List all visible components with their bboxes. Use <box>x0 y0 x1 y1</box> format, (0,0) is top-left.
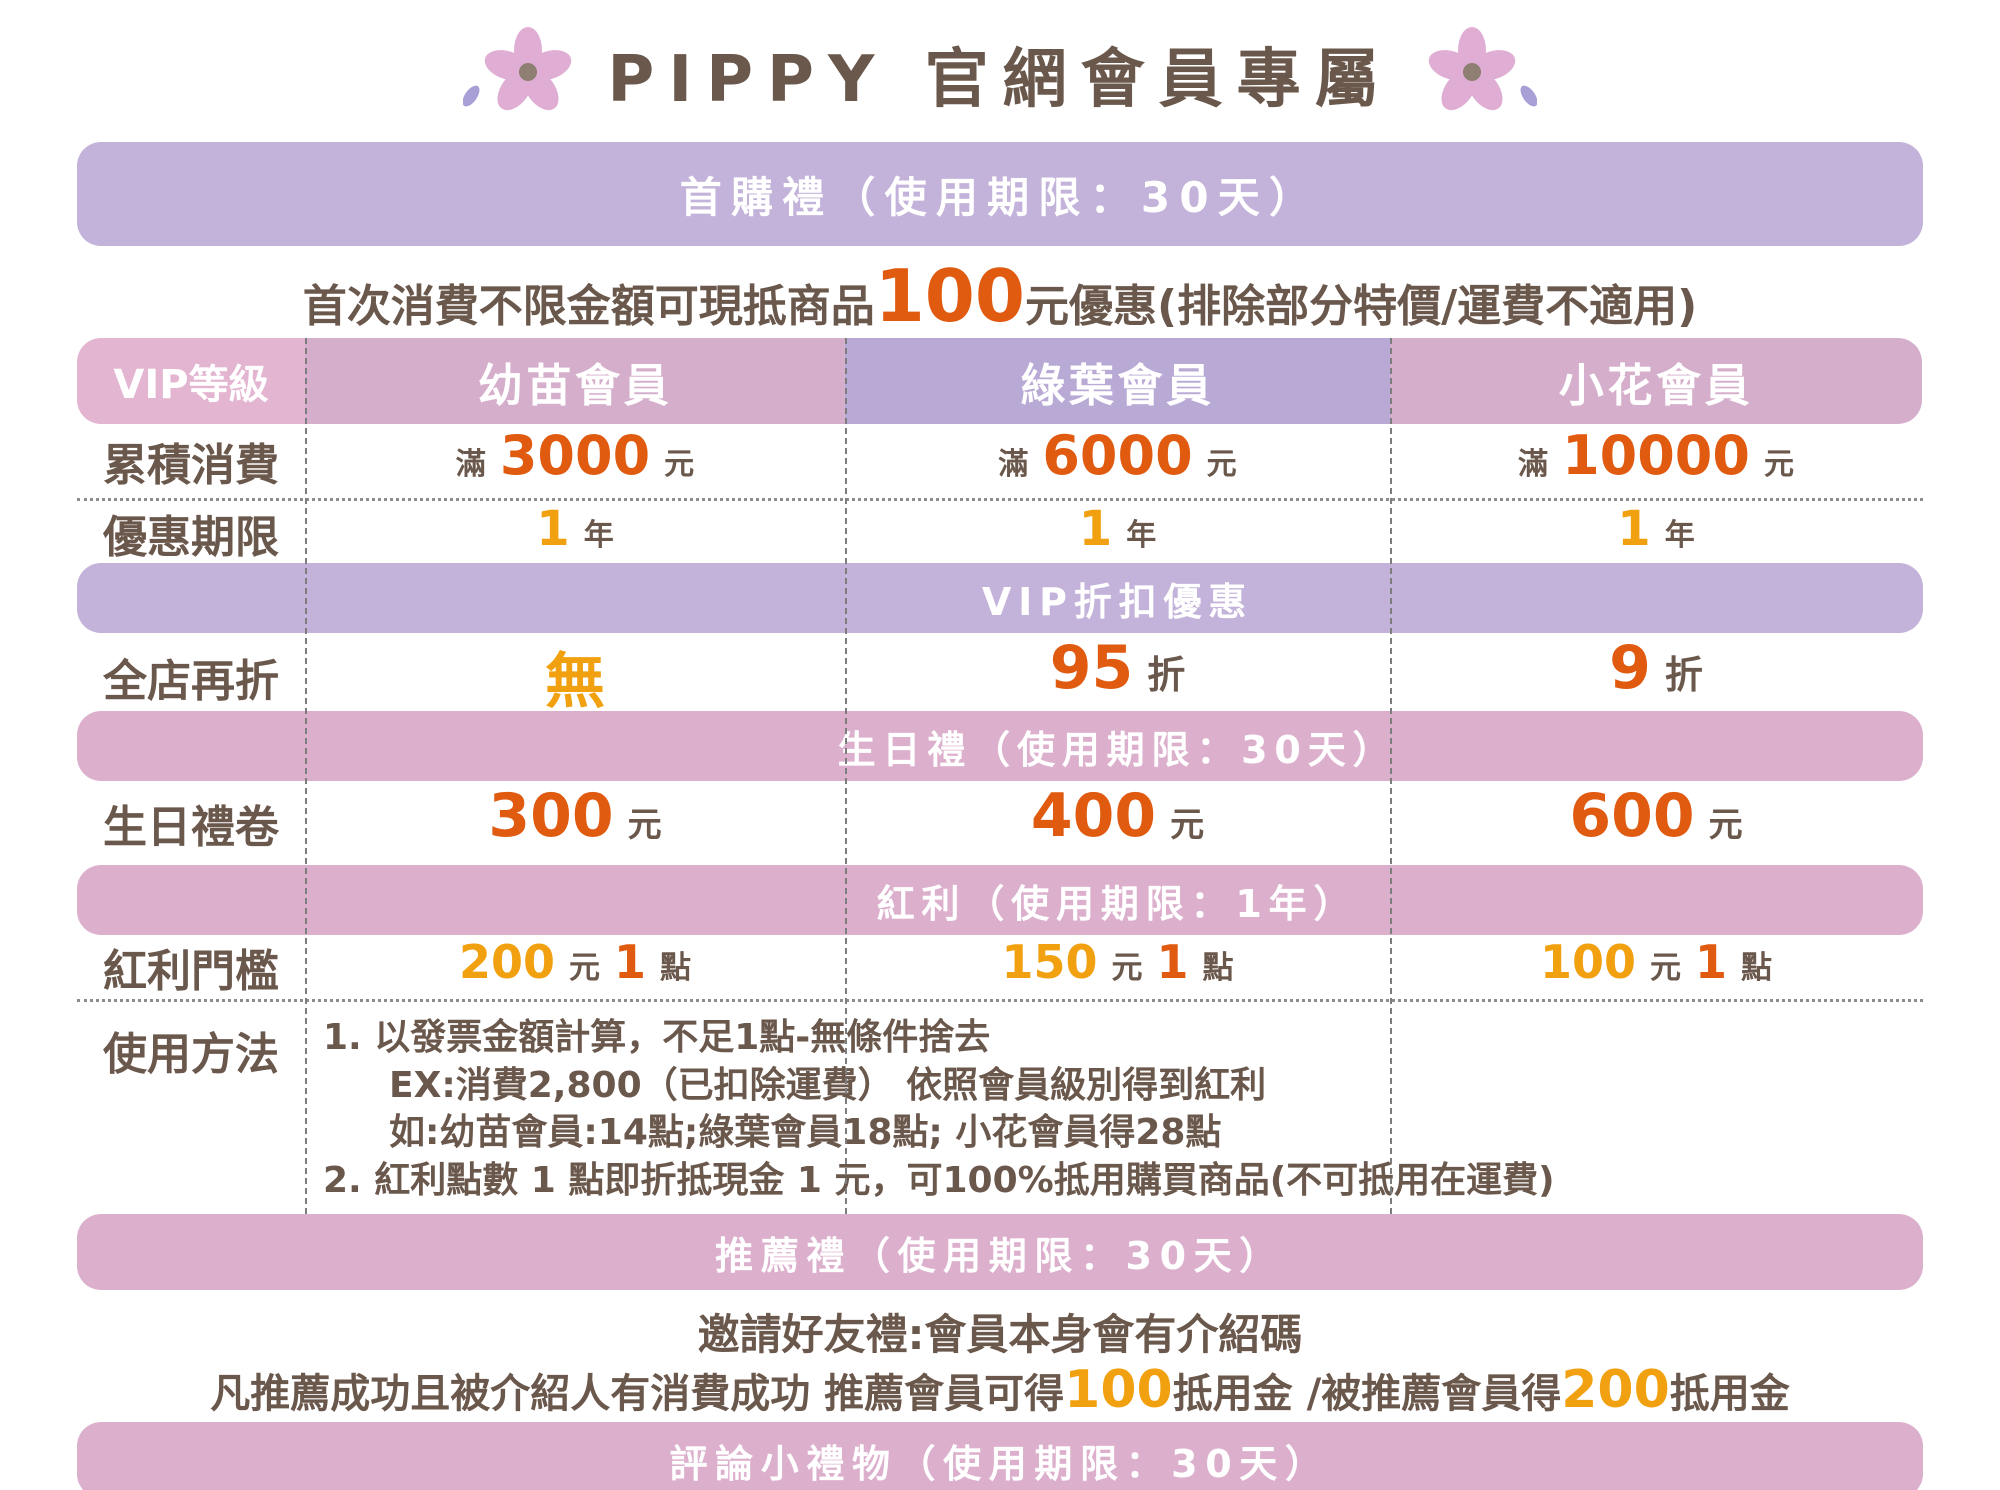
period-cell-greenleaf: 1 年 <box>1078 501 1157 557</box>
table-header-row: VIP等級 幼苗會員 綠葉會員 小花會員 <box>77 338 1923 424</box>
flower-icon-left <box>463 27 572 111</box>
row-label: 使用方法 <box>103 1029 279 1080</box>
row-cumulative-spend: 累積消費 滿 3000 元 滿 6000 元 滿 10000 元 <box>77 424 1923 498</box>
cumulative-cell-greenleaf: 滿 6000 元 <box>998 424 1237 487</box>
row-divider <box>77 498 1923 501</box>
banner-review: 評論小禮物（使用期限：30天） <box>77 1422 1923 1490</box>
row-label: 全店再折 <box>103 655 279 707</box>
banner-first-purchase: 首購禮（使用期限：30天） <box>77 142 1923 246</box>
referral-reward-line: 凡推薦成功且被介紹人有消費成功 推薦會員可得 100 抵用金 /被推薦會員得 2… <box>77 1360 1923 1422</box>
referral-reward-suf: 抵用金 <box>1669 1371 1790 1418</box>
bonus-cell-smallflower: 100 元 1 點 <box>1539 935 1773 989</box>
banner-birthday-label: 生日禮（使用期限：30天） <box>837 727 1398 772</box>
poster-title-row: PIPPY 官網會員專屬 <box>77 24 1923 124</box>
first-purchase-suf: 元優惠(排除部分特價/運費不適用) <box>1025 281 1698 332</box>
referral-reward-amount-1: 100 <box>1064 1360 1173 1421</box>
birthday-cell-seedling: 300 元 <box>488 781 662 851</box>
column-divider <box>305 338 307 1215</box>
row-label: 累積消費 <box>103 440 279 491</box>
header-vip-level: VIP等級 <box>77 338 305 424</box>
cumulative-cell-seedling: 滿 3000 元 <box>455 424 695 487</box>
first-purchase-description: 首次消費不限金額可現抵商品 100 元優惠(排除部分特價/運費不適用) <box>77 246 1923 338</box>
first-purchase-amount: 100 <box>874 254 1025 338</box>
usage-line-4: 2. 紅利點數 1 點即折抵現金 1 元，可100%抵用購買商品(不可抵用在運費… <box>323 1159 1555 1201</box>
banner-referral: 推薦禮（使用期限：30天） <box>77 1214 1923 1291</box>
banner-referral-label: 推薦禮（使用期限：30天） <box>715 1233 1285 1278</box>
row-usage-method: 使用方法 1. 以發票金額計算，不足1點-無條件捨去 EX:消費2,800（已扣… <box>77 1002 1923 1215</box>
banner-bonus: 紅利（使用期限：1年） <box>77 865 1923 935</box>
birthday-cell-smallflower: 600 元 <box>1569 781 1743 851</box>
period-cell-smallflower: 1 年 <box>1617 501 1695 557</box>
referral-reward-pre: 凡推薦成功且被介紹人有消費成功 推薦會員可得 <box>210 1371 1065 1418</box>
referral-invite-line: 邀請好友禮:會員本身會有介紹碼 <box>697 1309 1303 1359</box>
usage-line-1: 1. 以發票金額計算，不足1點-無條件捨去 <box>323 1017 991 1058</box>
banner-first-purchase-label: 首購禮（使用期限：30天） <box>679 172 1321 222</box>
row-label: 優惠期限 <box>103 512 279 563</box>
column-divider <box>1390 338 1392 1215</box>
row-bonus-threshold: 紅利門檻 200 元 1 點 150 元 1 點 100 元 1 點 <box>77 935 1923 999</box>
row-label: 生日禮卷 <box>103 802 279 853</box>
banner-review-label: 評論小禮物（使用期限：30天） <box>669 1441 1331 1486</box>
discount-cell-greenleaf: 95 折 <box>1049 633 1186 703</box>
banner-vip-discount: VIP折扣優惠 <box>77 563 1923 633</box>
column-divider <box>845 338 847 1215</box>
usage-line-2: EX:消費2,800（已扣除運費） 依照會員級別得到紅利 <box>389 1064 1267 1106</box>
bonus-cell-seedling: 200 元 1 點 <box>458 935 692 989</box>
usage-instructions: 1. 以發票金額計算，不足1點-無條件捨去 EX:消費2,800（已扣除運費） … <box>305 1002 1922 1204</box>
row-discount-period: 優惠期限 1 年 1 年 1 年 <box>77 501 1923 563</box>
banner-vip-discount-label: VIP折扣優惠 <box>981 579 1254 624</box>
poster-title: PIPPY 官網會員專屬 <box>607 43 1393 117</box>
period-cell-seedling: 1 年 <box>536 501 614 557</box>
row-divider <box>77 999 1923 1002</box>
referral-reward-amount-2: 200 <box>1561 1360 1670 1421</box>
row-label: 紅利門檻 <box>103 946 279 997</box>
banner-birthday: 生日禮（使用期限：30天） <box>77 711 1923 781</box>
referral-reward-mid: 抵用金 /被推薦會員得 <box>1172 1371 1562 1418</box>
banner-bonus-label: 紅利（使用期限：1年） <box>876 881 1359 926</box>
cumulative-cell-smallflower: 滿 10000 元 <box>1518 424 1794 487</box>
first-purchase-pre: 首次消費不限金額可現抵商品 <box>302 281 875 332</box>
header-tier-seedling: 幼苗會員 <box>305 338 845 424</box>
header-tier-greenleaf: 綠葉會員 <box>845 338 1390 424</box>
bonus-cell-greenleaf: 150 元 1 點 <box>1001 935 1234 989</box>
discount-cell-seedling: 無 <box>545 647 605 717</box>
birthday-cell-greenleaf: 400 元 <box>1030 781 1205 851</box>
header-tier-smallflower: 小花會員 <box>1390 338 1922 424</box>
row-storewide-discount: 全店再折 無 95 折 9 折 <box>77 633 1923 717</box>
discount-cell-smallflower: 9 折 <box>1609 633 1703 703</box>
membership-table: VIP等級 幼苗會員 綠葉會員 小花會員 累積消費 滿 3000 元 滿 600… <box>77 338 1923 1215</box>
row-birthday-coupon: 生日禮卷 300 元 400 元 600 元 <box>77 781 1923 865</box>
usage-line-3: 如:幼苗會員:14點;綠葉會員18點; 小花會員得28點 <box>389 1112 1222 1154</box>
flower-icon-right <box>1428 27 1537 111</box>
